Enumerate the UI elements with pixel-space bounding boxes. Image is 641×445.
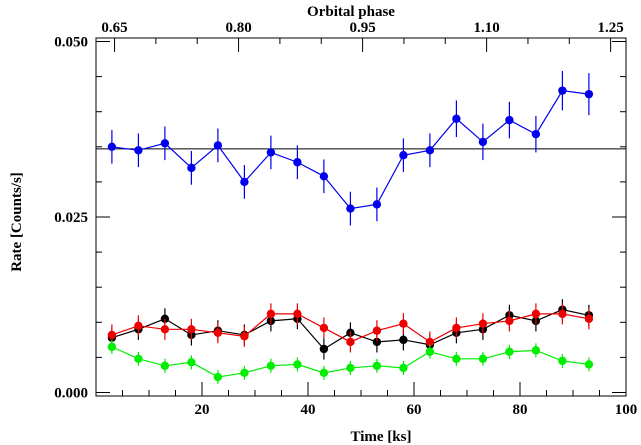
data-point <box>319 344 329 354</box>
data-point <box>213 328 223 338</box>
data-point <box>134 321 143 331</box>
data-point <box>558 309 567 319</box>
data-point <box>107 142 117 152</box>
data-layer <box>96 70 626 385</box>
data-point <box>452 114 461 123</box>
data-point <box>425 146 435 155</box>
data-point <box>399 335 408 345</box>
data-point <box>187 325 196 334</box>
y-tick-label: 0.050 <box>54 35 88 51</box>
x-tick-label: 20 <box>195 402 210 418</box>
y-tick-label: 0.025 <box>54 210 88 226</box>
x-tick-label: 60 <box>407 402 422 418</box>
data-point <box>452 323 461 333</box>
plot-frame <box>95 37 627 397</box>
data-point <box>584 314 594 323</box>
data-point <box>213 141 223 150</box>
data-point <box>452 354 461 363</box>
data-point <box>187 163 196 173</box>
data-point <box>187 358 196 367</box>
x-tick-label: 100 <box>615 402 638 418</box>
data-point <box>240 368 249 378</box>
data-point <box>425 337 435 347</box>
top-tick-label: 1.25 <box>598 20 624 36</box>
data-point <box>346 337 355 347</box>
data-point <box>293 360 302 369</box>
data-point <box>107 342 117 352</box>
data-point <box>266 361 276 371</box>
top-tick-label: 0.80 <box>225 20 251 36</box>
data-point <box>240 332 249 341</box>
series-line <box>111 90 589 210</box>
x-tick-label: 80 <box>513 402 528 418</box>
data-point <box>319 368 329 378</box>
data-point <box>399 363 408 373</box>
data-point <box>478 354 488 363</box>
data-point <box>584 360 594 369</box>
data-point <box>478 137 488 147</box>
data-point <box>346 363 355 373</box>
data-point <box>425 347 435 356</box>
data-point <box>319 323 329 333</box>
data-point <box>505 115 514 125</box>
y-axis-title: Rate [Counts/s] <box>9 172 25 272</box>
data-point <box>266 309 276 319</box>
label-layer: 20 40 60 80 100 0.000 0.025 0.050 0.65 0.80 0.95 1.… <box>9 4 637 445</box>
data-point <box>372 337 382 347</box>
data-point <box>346 204 355 213</box>
data-point <box>134 354 143 363</box>
data-point <box>558 356 567 366</box>
data-point <box>558 86 567 95</box>
data-point <box>134 146 143 155</box>
data-point <box>293 158 302 167</box>
data-point <box>505 347 514 356</box>
data-point <box>372 361 382 371</box>
data-point <box>107 330 117 340</box>
data-point <box>160 361 170 371</box>
data-point <box>266 148 276 157</box>
y-tick-label: 0.000 <box>54 385 88 401</box>
data-point <box>240 177 249 187</box>
x-tick-label: 40 <box>301 402 316 418</box>
data-point <box>293 309 302 319</box>
data-point <box>372 200 382 209</box>
top-tick-label: 1.10 <box>473 20 499 36</box>
series-0 <box>107 70 594 226</box>
data-point <box>160 325 170 334</box>
x-axis-title: Time [ks] <box>351 429 412 445</box>
plot-frame-layer <box>95 37 627 397</box>
data-point <box>399 151 408 160</box>
data-point <box>399 319 408 328</box>
data-point <box>319 172 329 181</box>
data-point <box>213 372 223 382</box>
data-point <box>531 129 541 139</box>
data-point <box>160 139 170 148</box>
data-point <box>531 346 541 355</box>
data-point <box>478 319 488 328</box>
data-point <box>372 326 382 335</box>
data-point <box>531 309 541 319</box>
data-point <box>505 316 514 326</box>
top-axis-title: Orbital phase <box>307 4 395 20</box>
top-tick-label: 0.65 <box>101 20 127 36</box>
data-point <box>584 89 594 99</box>
top-tick-label: 0.95 <box>349 20 375 36</box>
series-3 <box>107 339 594 385</box>
